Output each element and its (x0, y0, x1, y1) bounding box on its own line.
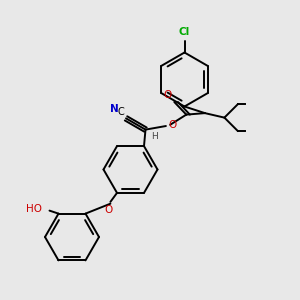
Text: H: H (151, 132, 158, 141)
Text: O: O (164, 90, 172, 100)
Text: C: C (118, 107, 124, 117)
Text: O: O (104, 206, 113, 215)
Text: HO: HO (26, 204, 42, 214)
Text: Cl: Cl (179, 27, 190, 37)
Text: N: N (110, 103, 119, 114)
Text: O: O (168, 120, 176, 130)
